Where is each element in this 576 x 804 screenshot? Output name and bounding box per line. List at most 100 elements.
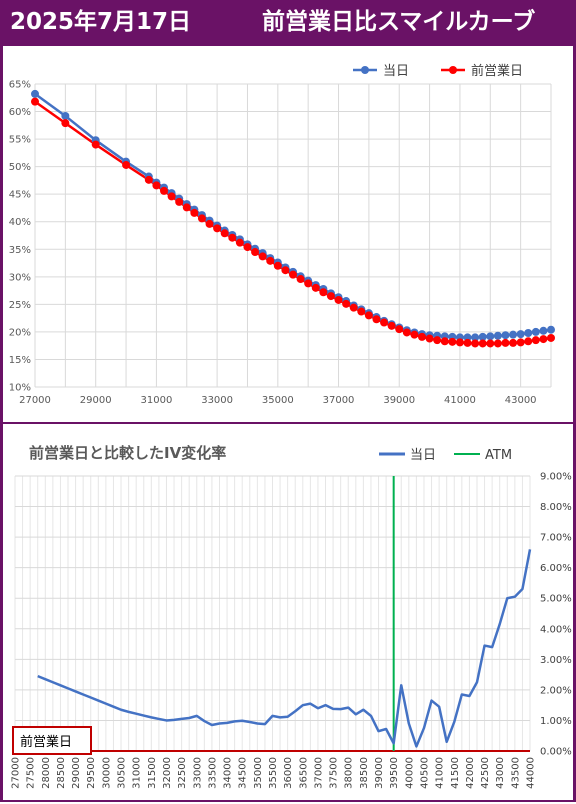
x-tick-label: 27000 (19, 395, 51, 406)
x-tick-label: 33000 (201, 395, 233, 406)
baseline-label-box (12, 726, 92, 755)
x-tick-label: 40500 (419, 757, 430, 789)
series-prev-point (197, 214, 206, 223)
series-prev-point (425, 334, 434, 343)
series-prev-point (258, 252, 267, 261)
series-today-point (524, 329, 533, 338)
series-prev-legend-marker (449, 66, 457, 74)
y-tick-label: 55% (9, 135, 31, 146)
x-tick-label: 35000 (253, 757, 264, 789)
baseline-label: 前営業日 (20, 734, 72, 750)
x-tick-label: 29500 (86, 757, 97, 789)
series-prev-point (433, 336, 442, 345)
series-prev-point (160, 186, 168, 195)
series-prev-point (228, 233, 237, 242)
series-prev-point (455, 338, 464, 347)
series-prev-point (61, 119, 70, 128)
header-title: 前営業日比スマイルカーブ (262, 9, 536, 35)
header-date: 2025年7月17日 (10, 9, 192, 35)
y-tick-label: 35% (9, 245, 31, 256)
y-tick-label: 40% (9, 217, 31, 228)
series-prev-point (349, 303, 358, 312)
series-today-point (486, 332, 495, 341)
series-prev-point (326, 292, 335, 301)
series-today-point (509, 330, 518, 339)
series-prev-legend-label: 前営業日 (471, 63, 523, 79)
series-prev-point (531, 336, 540, 345)
series-prev-point (471, 339, 480, 348)
series-prev-point (486, 339, 495, 348)
series-prev-point (395, 325, 404, 334)
x-tick-label: 39000 (374, 757, 385, 789)
y-tick-label: 65% (9, 80, 31, 91)
series-prev-point (493, 339, 502, 348)
series-today-legend-label: 当日 (383, 64, 409, 79)
y-tick-label: 15% (9, 355, 31, 366)
series-today-point (531, 327, 540, 336)
x-tick-label: 35500 (268, 757, 279, 789)
x-tick-label: 34000 (223, 757, 234, 789)
x-tick-label: 34500 (238, 757, 249, 789)
series-today-point (493, 331, 502, 340)
x-tick-label: 37500 (329, 757, 340, 789)
x-tick-label: 36500 (298, 757, 309, 789)
series-prev-point (182, 203, 191, 212)
iv-change-panel: 前営業日と比較したIV変化率 0.00% 1.00% 2.00% 3.00% 4.00% 5… (3, 424, 573, 800)
series-prev-point (122, 160, 131, 169)
series-prev-point (372, 315, 381, 324)
series-prev-point (418, 332, 426, 341)
series-today-point (463, 333, 472, 342)
x-tick-label: 40000 (404, 757, 415, 789)
smile-curve-panel: 10% 15% 20% 25% 30% 35% 40% 45% 50% 55% 60% 65% 2700… (3, 46, 573, 422)
series-prev-point (304, 279, 313, 288)
x-tick-label: 32000 (162, 757, 173, 789)
y-tick-label: 7.00% (540, 533, 572, 544)
x-tick-label: 41000 (444, 395, 476, 406)
x-tick-label: 29000 (71, 757, 82, 789)
series-today-point (478, 332, 487, 341)
x-tick-label: 43000 (495, 757, 506, 789)
series-prev-point (463, 338, 472, 347)
x-tick-label: 32500 (177, 757, 188, 789)
series-today-point (516, 330, 525, 339)
x-tick-label: 28500 (56, 757, 67, 789)
x-tick-label: 43500 (510, 757, 521, 789)
y-tick-label: 45% (9, 190, 31, 201)
x-tick-label: 39000 (383, 395, 415, 406)
series-prev-point (539, 335, 548, 344)
legend-atm-label: ATM (485, 448, 512, 463)
series-today-point (471, 333, 480, 342)
x-tick-label: 35000 (262, 395, 294, 406)
series-prev-point (410, 330, 419, 339)
series-today-line (37, 549, 532, 748)
series-prev-point (243, 243, 252, 252)
x-tick-label: 43000 (505, 395, 537, 406)
series-prev-point (380, 318, 389, 327)
x-tick-label: 31500 (147, 757, 158, 789)
x-tick-label: 41000 (435, 757, 446, 789)
legend-today-label: 当日 (410, 448, 436, 463)
series-prev-point (296, 275, 305, 284)
header-bar: 2025年7月17日 前営業日比スマイルカーブ (0, 0, 576, 46)
series-prev-point (334, 295, 343, 304)
x-tick-label: 33500 (207, 757, 218, 789)
series-today-point (61, 111, 70, 120)
y-tick-label: 2.00% (540, 685, 572, 696)
y-tick-label: 4.00% (540, 624, 572, 635)
x-tick-label: 41500 (450, 757, 461, 789)
x-tick-label: 38500 (359, 757, 370, 789)
series-prev-point (266, 256, 275, 265)
series-today-point (539, 326, 548, 335)
series-prev-point (440, 337, 449, 346)
x-tick-label: 30000 (101, 757, 112, 789)
y-tick-label: 8.00% (540, 502, 572, 513)
series-prev-point (478, 339, 487, 348)
series-prev-point (509, 338, 518, 347)
y-tick-label: 6.00% (540, 563, 572, 574)
series-prev-point (167, 192, 176, 201)
y-tick-label: 30% (9, 272, 31, 283)
x-tick-label: 27500 (26, 757, 37, 789)
y-tick-label: 1.00% (540, 716, 572, 727)
x-tick-label: 33000 (192, 757, 203, 789)
series-today-point (31, 89, 39, 98)
